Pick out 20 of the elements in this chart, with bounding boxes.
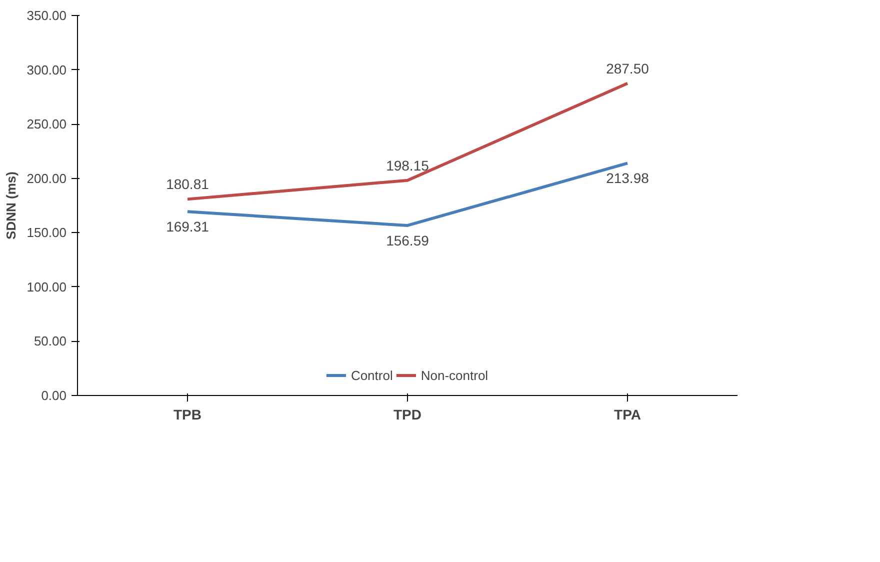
y-tick-label: 100.00 [26, 279, 67, 294]
y-tick-label: 350.00 [26, 8, 67, 23]
y-tick-label: 50.00 [34, 334, 67, 349]
data-label: 287.50 [606, 60, 650, 76]
legend-label: Control [350, 368, 393, 382]
y-tick-label: 150.00 [26, 225, 67, 240]
data-label: 180.81 [166, 176, 210, 192]
y-tick-label: 300.00 [26, 62, 67, 78]
data-label: 169.31 [166, 218, 210, 235]
data-label: 156.59 [386, 232, 430, 248]
y-tick-label: 200.00 [26, 170, 67, 186]
x-tick-label: TPD [394, 406, 422, 422]
legend-label: Non-control [420, 368, 488, 382]
y-tick-label: 0.00 [41, 388, 67, 403]
x-tick-label: TPA [614, 406, 641, 422]
data-label: 213.98 [606, 170, 650, 186]
data-label: 198.15 [386, 157, 430, 174]
y-tick-label: 250.00 [26, 116, 67, 132]
x-tick-label: TPB [174, 406, 202, 422]
y-axis-title: SDNN (ms) [4, 172, 19, 240]
